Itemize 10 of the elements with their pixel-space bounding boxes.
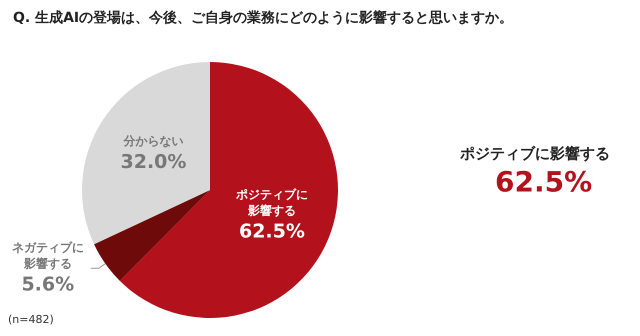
chart-title: Q. 生成AIの登場は、今後、ご自身の業務にどのように影響すると思いますか。 [13,9,514,26]
slice-label: 分からない [122,134,184,148]
text: ポジティブに影響する [459,144,610,162]
text: 62.5% [495,166,592,198]
slice-label: ネガティブに影響する [12,240,84,270]
data-label: 32.0% [120,151,186,174]
data-label: 62.5% [238,220,305,243]
data-label: 5.6% [21,273,74,296]
text: (n=482) [8,313,54,326]
slice-label: ポジティブに影響する [234,188,308,218]
